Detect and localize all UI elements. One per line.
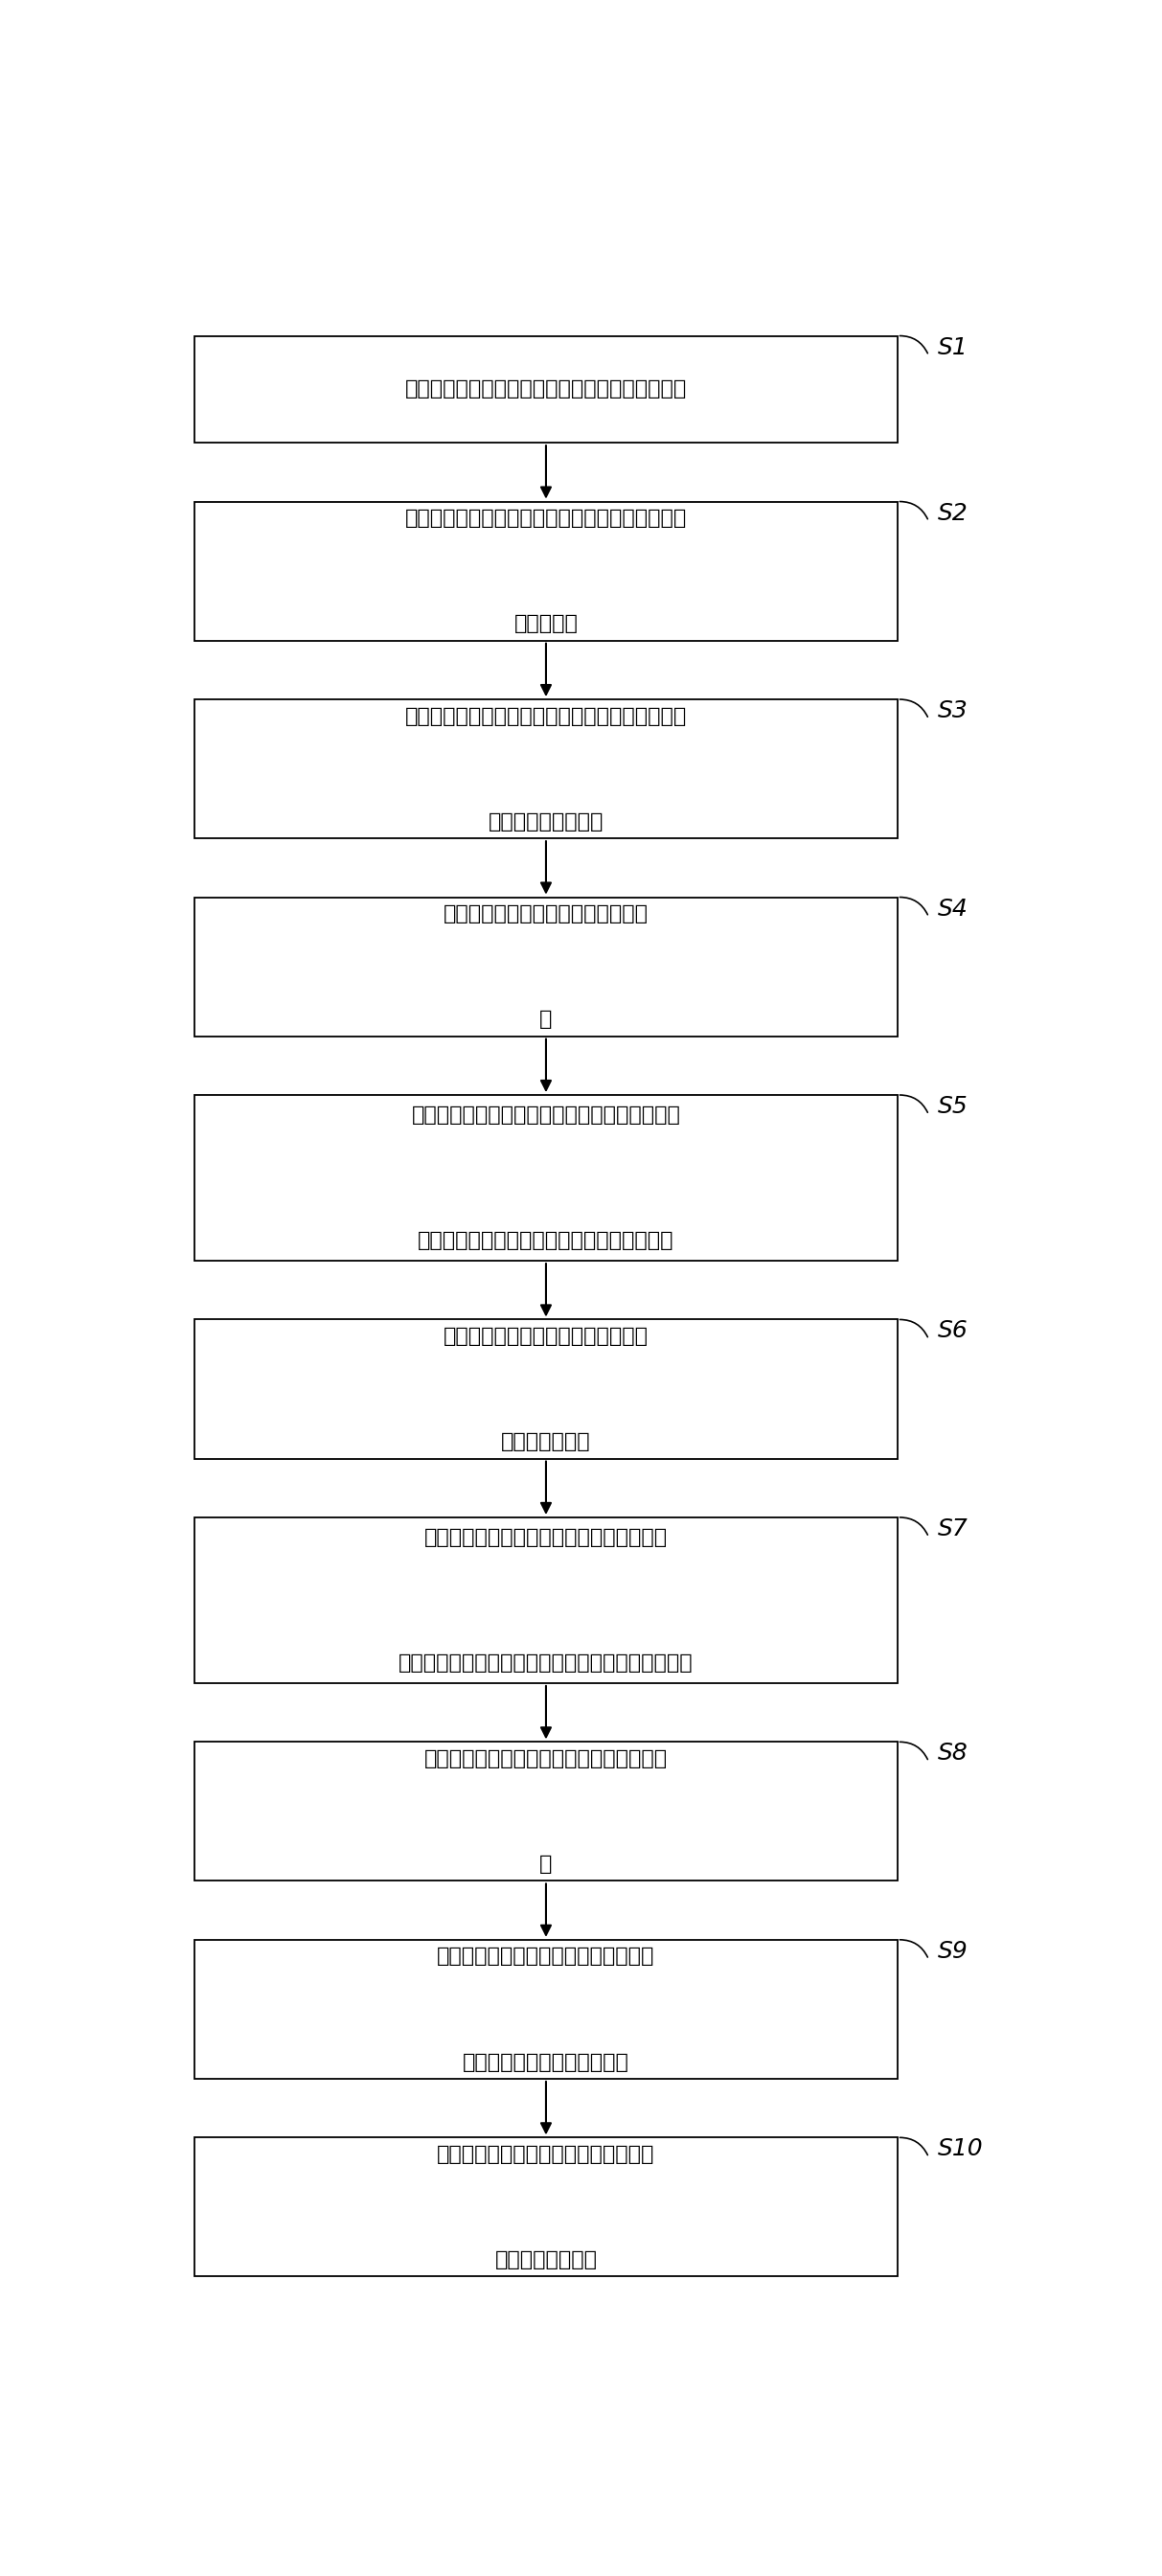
Text: S6: S6	[938, 1319, 968, 1342]
Bar	[195, 1517, 897, 1682]
Text: 下主控单元: 下主控单元	[514, 613, 578, 634]
Text: 水上主控单元向探测系统发生工作命令，地磁测: 水上主控单元向探测系统发生工作命令，地磁测	[411, 1105, 681, 1126]
Text: S8: S8	[938, 1741, 968, 1765]
Bar	[195, 1741, 897, 1880]
Text: 信息后，回收船将耐压舱回收: 信息后，回收船将耐压舱回收	[462, 2053, 630, 2071]
Text: 水下主控单元控制地磁测量系统在海: 水下主控单元控制地磁测量系统在海	[444, 1327, 648, 1345]
Bar	[195, 1095, 897, 1260]
Text: S3: S3	[938, 701, 968, 721]
Text: ，并读取磁场数据: ，并读取磁场数据	[495, 2251, 597, 2269]
Text: 底进行地磁测量: 底进行地磁测量	[501, 1432, 590, 1450]
Bar	[195, 335, 897, 443]
Bar	[195, 502, 897, 641]
Bar	[195, 896, 897, 1036]
Text: S9: S9	[938, 1940, 968, 1963]
Text: S7: S7	[938, 1517, 968, 1540]
Bar	[195, 2138, 897, 2277]
Text: S5: S5	[938, 1095, 968, 1118]
Text: S2: S2	[938, 502, 968, 526]
Text: S1: S1	[938, 335, 968, 358]
Text: 水上主控单元为地磁测量系统配置参: 水上主控单元为地磁测量系统配置参	[444, 904, 648, 922]
Bar	[195, 701, 897, 837]
Text: S10: S10	[938, 2138, 983, 2161]
Text: 工作完成后，声学应答模块给熔断丝供电，: 工作完成后，声学应答模块给熔断丝供电，	[424, 1528, 668, 1546]
Bar	[195, 1319, 897, 1458]
Text: S4: S4	[938, 896, 968, 920]
Text: 水上主控单元与探测系统再次建立通信: 水上主控单元与探测系统再次建立通信	[437, 2146, 655, 2164]
Text: 量系统投放海底，探测系统开始进入值班指令: 量系统投放海底，探测系统开始进入值班指令	[418, 1231, 674, 1249]
Text: 水上主控单元和水下主控单元相互通讯，以唤醒水: 水上主控单元和水下主控单元相互通讯，以唤醒水	[406, 507, 687, 528]
Text: 数: 数	[539, 1010, 552, 1030]
Text: 甲板上的主控系统与水下的地磁测量系统建立通讯: 甲板上的主控系统与水下的地磁测量系统建立通讯	[406, 379, 687, 399]
Text: 反馈至水上主控单元: 反馈至水上主控单元	[488, 811, 603, 832]
Text: 探测系统自检校时，并将自检信息及校准后的时间: 探测系统自检校时，并将自检信息及校准后的时间	[406, 706, 687, 726]
Text: 水上主控单元获取地磁测量系统的位置: 水上主控单元获取地磁测量系统的位置	[437, 1947, 655, 1965]
Text: 向水上主控单元发送地磁测量系统的位置信: 向水上主控单元发送地磁测量系统的位置信	[424, 1749, 668, 1767]
Text: 打开释放机构抛弃配重块，耐压舱凭借浮力浮出水面: 打开释放机构抛弃配重块，耐压舱凭借浮力浮出水面	[399, 1654, 694, 1672]
Text: 息: 息	[539, 1855, 552, 1873]
Bar	[195, 1940, 897, 2079]
